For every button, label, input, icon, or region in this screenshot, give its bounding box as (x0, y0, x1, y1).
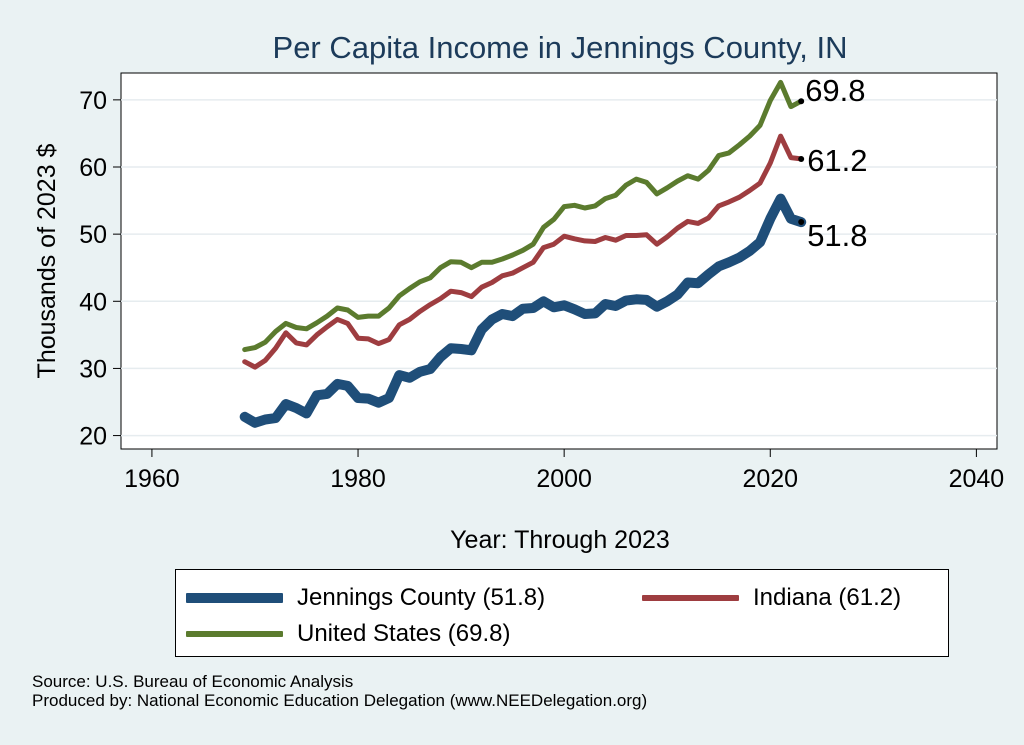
legend-label-us: United States (69.8) (297, 620, 511, 647)
y-tick-label: 50 (79, 221, 107, 249)
x-axis-title: Year: Through 2023 (450, 526, 670, 554)
produced-by-note: Produced by: National Economic Education… (32, 691, 648, 710)
y-tick-label: 30 (79, 355, 107, 383)
end-point-marker (798, 155, 805, 162)
end-point-marker (798, 219, 805, 226)
y-tick-label: 70 (79, 87, 107, 115)
series-line-indiana (242, 133, 804, 370)
legend: Jennings County (51.8) Indiana (61.2) Un… (175, 569, 949, 657)
end-label-jennings: 51.8 (807, 218, 867, 253)
chart-title: Per Capita Income in Jennings County, IN (273, 30, 848, 65)
legend-swatch-us (186, 631, 283, 637)
legend-label-indiana: Indiana (61.2) (753, 584, 902, 611)
end-label-indiana: 61.2 (807, 143, 867, 178)
legend-item-indiana: Indiana (61.2) (642, 584, 901, 612)
x-tick-label: 1960 (124, 465, 180, 493)
series-line-us (242, 79, 804, 353)
legend-label-jennings: Jennings County (51.8) (297, 584, 546, 611)
series-line-jennings (239, 193, 807, 428)
end-point-marker (798, 98, 805, 105)
x-tick-label: 1980 (330, 465, 386, 493)
legend-swatch-indiana (642, 595, 739, 601)
grid-lines (121, 99, 997, 437)
y-axis-title: Thousands of 2023 $ (33, 143, 61, 378)
x-tick-label: 2040 (949, 465, 1005, 493)
y-tick-label: 40 (79, 288, 107, 316)
y-tick-label: 60 (79, 154, 107, 182)
end-label-us: 69.8 (805, 73, 865, 108)
series-lines: 51.8 61.2 69.8 (239, 73, 868, 428)
source-note: Source: U.S. Bureau of Economic Analysis (32, 672, 354, 691)
legend-item-us: United States (69.8) (186, 620, 510, 648)
legend-swatch-jennings (186, 593, 283, 603)
legend-item-jennings: Jennings County (51.8) (186, 584, 545, 612)
x-tick-label: 2000 (536, 465, 592, 493)
y-tick-label: 20 (79, 423, 107, 451)
axes: 20 30 40 50 60 70 1960 1980 2000 2020 2040 (79, 87, 1004, 493)
x-tick-label: 2020 (742, 465, 798, 493)
plot-area (120, 72, 998, 450)
